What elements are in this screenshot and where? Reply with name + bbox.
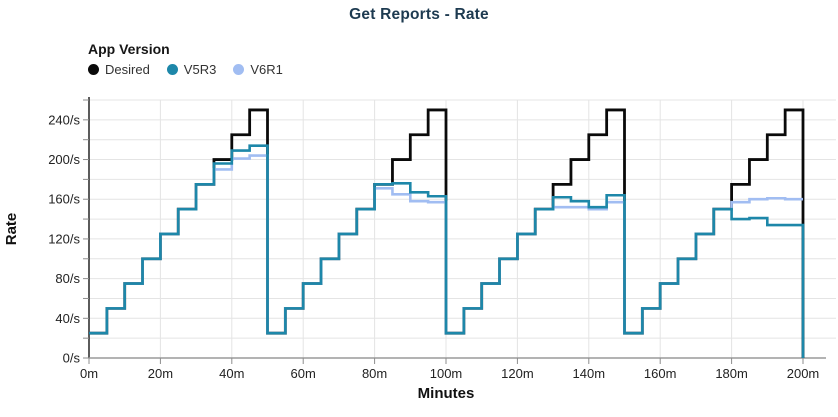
legend-dot-desired xyxy=(88,64,99,75)
y-tick-label: 80/s xyxy=(55,271,80,286)
y-axis-title: Rate xyxy=(3,213,20,246)
x-tick-label: 40m xyxy=(219,366,244,381)
legend-title: App Version xyxy=(88,41,170,57)
x-tick-label: 100m xyxy=(430,366,463,381)
y-tick-label: 120/s xyxy=(48,231,80,246)
legend-dot-v5r3 xyxy=(166,64,178,75)
y-tick-label: 40/s xyxy=(55,311,80,326)
x-tick-label: 160m xyxy=(644,366,677,381)
x-tick-label: 20m xyxy=(148,366,173,381)
x-tick-label: 120m xyxy=(501,366,534,381)
legend-item-label: Desired xyxy=(105,62,150,77)
y-tick-label: 200/s xyxy=(48,152,80,167)
chart-title: Get Reports - Rate xyxy=(349,6,489,23)
x-axis-title: Minutes xyxy=(418,385,475,402)
legend-item-desired[interactable]: Desired xyxy=(88,62,150,77)
x-tick-label: 200m xyxy=(787,366,820,381)
x-tick-label: 140m xyxy=(573,366,606,381)
legend-dot-v6r1 xyxy=(233,64,245,75)
y-tick-label: 160/s xyxy=(48,192,80,207)
legend-items: Desired V5R3 V6R1 xyxy=(88,62,283,77)
y-tick-label: 240/s xyxy=(48,112,80,127)
x-tick-label: 0m xyxy=(80,366,98,381)
y-tick-label: 0/s xyxy=(63,351,81,366)
legend-item-label: V5R3 xyxy=(183,62,217,77)
legend-item-label: V6R1 xyxy=(250,62,283,77)
series-line-v5r3 xyxy=(89,144,805,358)
legend-item-v6r1[interactable]: V6R1 xyxy=(233,62,283,77)
x-tick-label: 60m xyxy=(291,366,316,381)
x-tick-label: 180m xyxy=(715,366,748,381)
x-tick-label: 80m xyxy=(362,366,387,381)
legend-item-v5r3[interactable]: V5R3 xyxy=(166,62,217,77)
legend: App Version Desired V5R3 V6R1 xyxy=(88,41,283,77)
